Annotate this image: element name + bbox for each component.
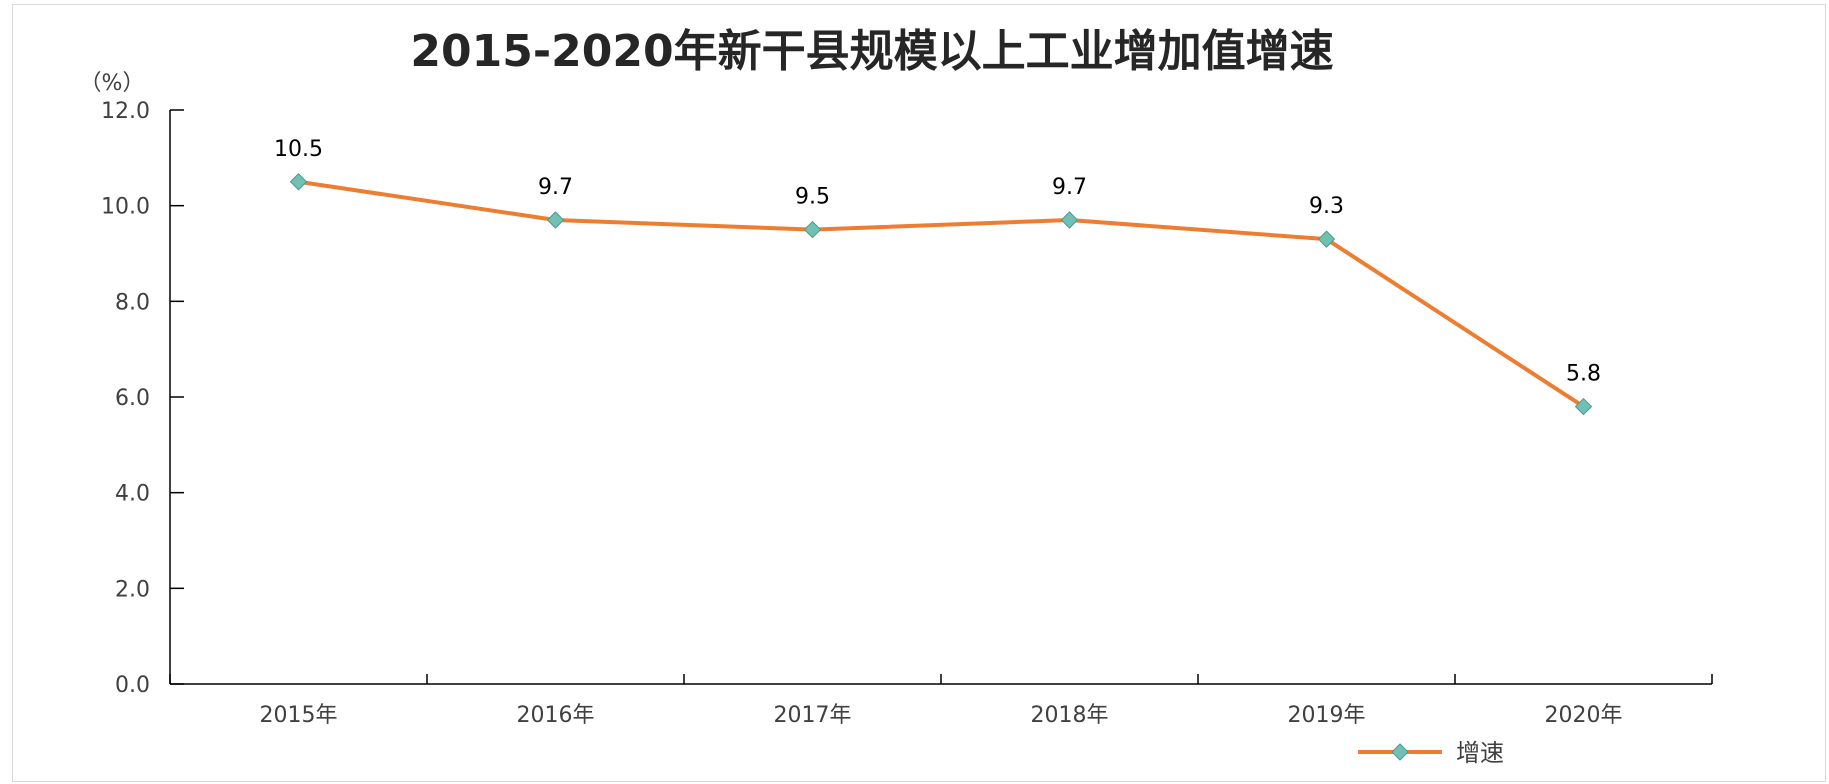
x-tick-label: 2018年 xyxy=(1031,703,1109,728)
data-label: 9.7 xyxy=(1052,175,1087,200)
data-label: 9.3 xyxy=(1309,194,1344,219)
x-tick-label: 2020年 xyxy=(1545,703,1623,728)
y-axis-unit: （%） xyxy=(80,71,145,96)
y-tick-label: 6.0 xyxy=(115,386,150,411)
y-tick-label: 2.0 xyxy=(115,577,150,602)
x-tick-label: 2016年 xyxy=(517,703,595,728)
data-label: 9.5 xyxy=(795,185,830,210)
data-label: 9.7 xyxy=(538,175,573,200)
axes: 0.0 2.0 4.0 6.0 8.0 10.0 12.0 2015年 2016年 2017年 20… xyxy=(101,99,1713,728)
series-layer: 10.5 9.7 9.5 9.7 9.3 5.8 xyxy=(274,137,1601,416)
data-point xyxy=(1317,230,1336,248)
chart-title: 2015-2020年新干县规模以上工业增加值增速 xyxy=(410,26,1333,77)
legend-marker-swatch xyxy=(1391,743,1409,761)
data-point xyxy=(289,173,308,191)
y-tick-label: 8.0 xyxy=(115,290,150,315)
legend-label: 增速 xyxy=(1456,739,1504,767)
x-tick-label: 2015年 xyxy=(260,703,338,728)
y-tick-label: 10.0 xyxy=(101,195,150,220)
data-point xyxy=(1574,397,1593,416)
data-point xyxy=(546,211,565,229)
chart-frame xyxy=(12,4,1826,782)
data-label: 5.8 xyxy=(1566,362,1601,387)
y-tick-label: 0.0 xyxy=(115,673,150,698)
data-point xyxy=(803,220,822,239)
y-tick-label: 4.0 xyxy=(115,482,150,507)
data-label: 10.5 xyxy=(274,137,323,162)
data-point xyxy=(1060,211,1079,229)
x-tick-label: 2019年 xyxy=(1288,703,1366,728)
x-tick-label: 2017年 xyxy=(774,703,852,728)
series-line xyxy=(298,179,1585,409)
y-tick-label: 12.0 xyxy=(101,99,150,124)
legend: 增速 xyxy=(1358,739,1504,767)
